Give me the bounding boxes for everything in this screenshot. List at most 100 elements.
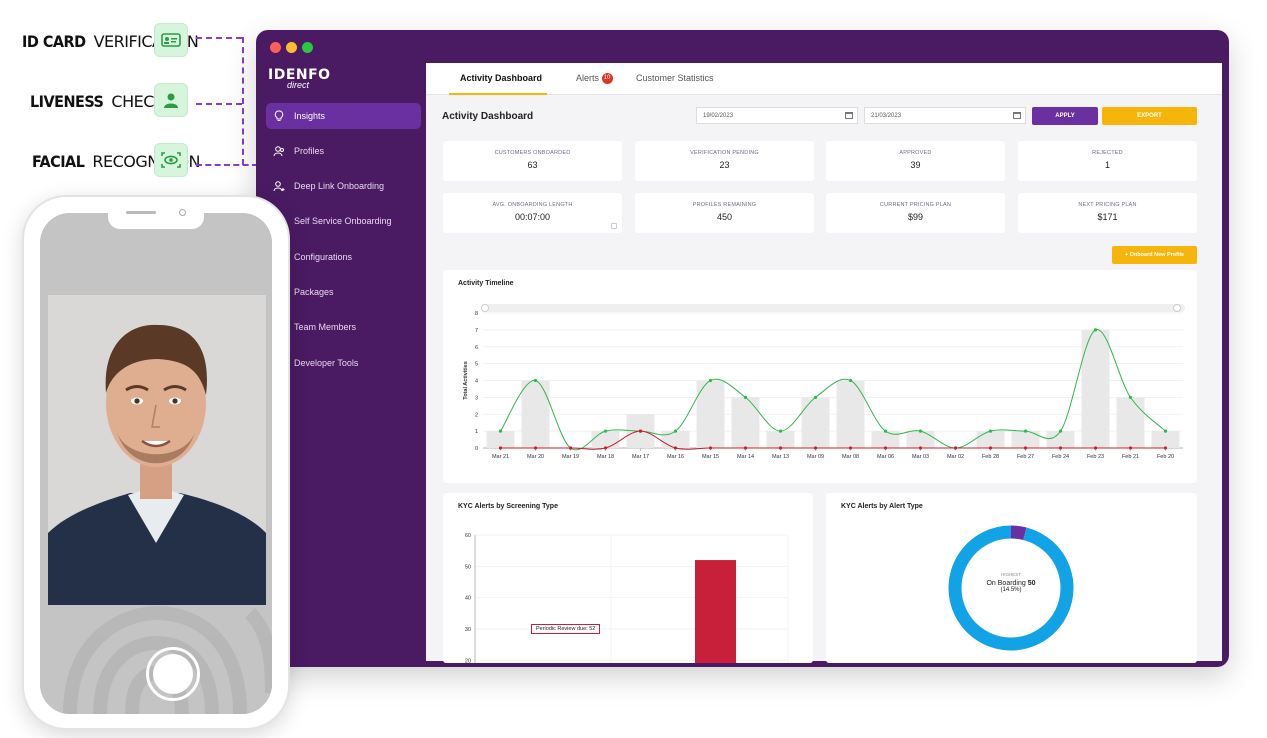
green-series-point bbox=[883, 429, 888, 433]
red-series-point bbox=[1093, 446, 1098, 450]
x-tick-label: Mar 18 bbox=[597, 454, 614, 460]
apply-button[interactable]: APPLY bbox=[1032, 107, 1098, 125]
green-series-point bbox=[813, 395, 818, 399]
timeline-bar bbox=[976, 431, 1005, 448]
y-tick-label: 6 bbox=[475, 345, 478, 351]
feature-strong: FACIAL bbox=[32, 152, 85, 171]
green-series-point bbox=[708, 378, 713, 383]
timeline-bar bbox=[1116, 397, 1145, 448]
green-series-point bbox=[1058, 429, 1063, 433]
date-from-value: 19/02/2023 bbox=[703, 113, 734, 119]
stat-card: NEXT PRICING PLAN $171 bbox=[1018, 193, 1197, 233]
green-series-point bbox=[1023, 429, 1028, 433]
x-tick-label: Mar 13 bbox=[772, 454, 789, 460]
stat-card: CURRENT PRICING PLAN $99 bbox=[826, 193, 1005, 233]
timeline-bar bbox=[1011, 431, 1040, 448]
stat-card: VERIFICATION PENDING 23 bbox=[635, 141, 814, 181]
timeline-bar bbox=[591, 431, 620, 448]
stat-value: $99 bbox=[907, 212, 924, 222]
zoom-slider[interactable] bbox=[485, 304, 1185, 312]
active-tab-indicator bbox=[449, 93, 547, 95]
sidebar-item-team-members[interactable]: Team Members bbox=[266, 314, 421, 340]
sidebar-item-insights[interactable]: Insights bbox=[266, 103, 421, 129]
y-tick-label: 7 bbox=[475, 328, 478, 334]
timeline-bar bbox=[871, 431, 900, 448]
sidebar-item-deep-link[interactable]: Deep Link Onboarding bbox=[266, 173, 421, 199]
sidebar-item-developer-tools[interactable]: Developer Tools bbox=[266, 350, 421, 376]
calendar-icon[interactable] bbox=[845, 112, 853, 119]
x-tick-label: Mar 21 bbox=[492, 454, 509, 460]
sidebar-item-self-service[interactable]: Self Service Onboarding bbox=[266, 208, 421, 234]
donut-label: On Boarding bbox=[986, 580, 1026, 587]
stat-card: REJECTED 1 bbox=[1018, 141, 1197, 181]
stat-value: 23 bbox=[719, 160, 730, 170]
x-tick-label: Feb 27 bbox=[1017, 454, 1034, 460]
capture-button[interactable] bbox=[146, 647, 200, 701]
timeline-bar bbox=[766, 431, 795, 448]
x-tick-label: Mar 16 bbox=[667, 454, 684, 460]
timeline-bar bbox=[486, 431, 515, 448]
app-logo-sub: direct bbox=[287, 80, 310, 90]
x-tick-label: Mar 02 bbox=[947, 454, 964, 460]
main-content: Activity Dashboard Alerts 10 Customer St… bbox=[426, 63, 1222, 663]
stat-value: 00:07:00 bbox=[514, 212, 551, 222]
red-series-line bbox=[500, 430, 1166, 450]
sidebar-item-label: Profiles bbox=[294, 146, 325, 156]
stat-value: 450 bbox=[716, 212, 733, 222]
connector-line bbox=[196, 164, 258, 166]
red-series-point bbox=[918, 446, 923, 450]
phone-notch bbox=[108, 213, 204, 229]
sidebar-item-label: Configurations bbox=[294, 252, 353, 262]
minimize-dot[interactable] bbox=[286, 42, 297, 53]
y-tick-label: 50 bbox=[465, 564, 471, 570]
info-icon[interactable] bbox=[611, 223, 617, 229]
panel-title: Activity Timeline bbox=[458, 280, 514, 287]
feature-light: CHECK bbox=[111, 92, 164, 111]
green-series-point bbox=[533, 378, 538, 383]
feature-strong: LIVENESS bbox=[30, 92, 104, 111]
tab-customer-statistics[interactable]: Customer Statistics bbox=[636, 73, 714, 83]
stat-value: 63 bbox=[527, 160, 538, 170]
maximize-dot[interactable] bbox=[302, 42, 313, 53]
timeline-bar bbox=[1081, 329, 1110, 448]
zoom-handle-right[interactable] bbox=[1173, 304, 1181, 312]
red-series-point bbox=[988, 446, 993, 450]
phone-speaker bbox=[126, 211, 156, 214]
export-button[interactable]: EXPORT bbox=[1102, 107, 1197, 125]
face-scan-icon bbox=[154, 143, 188, 177]
timeline-bar bbox=[661, 431, 690, 448]
stat-value: $171 bbox=[1097, 212, 1118, 222]
red-series-point bbox=[1128, 446, 1133, 450]
red-series-point bbox=[638, 429, 643, 433]
y-tick-label: 0 bbox=[475, 446, 478, 452]
red-series-point bbox=[533, 446, 538, 450]
sidebar-item-configurations[interactable]: Configurations bbox=[266, 244, 421, 270]
green-series-point bbox=[1163, 429, 1168, 433]
stat-label: NEXT PRICING PLAN bbox=[1078, 202, 1137, 208]
close-dot[interactable] bbox=[270, 42, 281, 53]
stat-label: CUSTOMERS ONBOARDED bbox=[494, 150, 571, 156]
stat-card: APPROVED 39 bbox=[826, 141, 1005, 181]
x-tick-label: Mar 15 bbox=[702, 454, 719, 460]
sidebar-item-profiles[interactable]: Profiles bbox=[266, 138, 421, 164]
green-series-point bbox=[743, 395, 748, 399]
tab-alerts[interactable]: Alerts 10 bbox=[576, 73, 613, 85]
green-series-point bbox=[673, 429, 678, 433]
red-series-point bbox=[1163, 446, 1168, 450]
onboard-new-profile-button[interactable]: + Onboard New Profile bbox=[1112, 246, 1197, 264]
sidebar-item-packages[interactable]: Packages bbox=[266, 279, 421, 305]
zoom-handle-left[interactable] bbox=[481, 304, 489, 312]
stat-card: CUSTOMERS ONBOARDED 63 bbox=[443, 141, 622, 181]
date-to-input[interactable]: 21/03/2023 bbox=[864, 107, 1026, 124]
connector-line bbox=[242, 37, 244, 165]
tab-activity-dashboard[interactable]: Activity Dashboard bbox=[460, 73, 543, 83]
date-from-input[interactable]: 19/02/2023 bbox=[696, 107, 858, 124]
id-card-icon bbox=[154, 23, 188, 57]
y-tick-label: 1 bbox=[475, 429, 478, 435]
calendar-icon[interactable] bbox=[1013, 112, 1021, 119]
stat-value: 1 bbox=[1104, 160, 1110, 170]
tab-bar: Activity Dashboard Alerts 10 Customer St… bbox=[426, 63, 1222, 95]
green-series-point bbox=[498, 429, 503, 433]
phone-screen bbox=[40, 213, 272, 714]
